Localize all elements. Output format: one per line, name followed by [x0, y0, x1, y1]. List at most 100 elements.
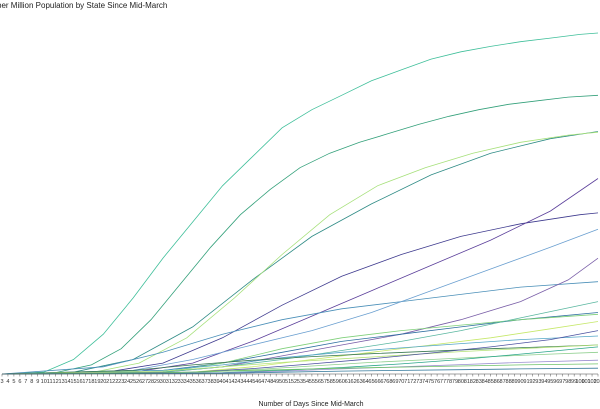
x-tick-label: 25 — [130, 379, 136, 385]
x-tick-label: 48 — [267, 379, 273, 385]
series-line-12 — [1, 301, 599, 375]
x-tick-label: 23 — [118, 379, 124, 385]
x-tick-label: 79 — [452, 379, 458, 385]
x-tick-label: 58 — [327, 379, 333, 385]
x-tick-label: 63 — [356, 379, 362, 385]
x-tick-label: 72 — [410, 379, 416, 385]
x-tick-label: 41 — [225, 379, 231, 385]
series-line-14 — [1, 335, 599, 375]
x-tick-label: 60 — [339, 379, 345, 385]
x-tick-label: 85 — [488, 379, 494, 385]
x-tick-label: 74 — [422, 379, 428, 385]
x-tick-label: 77 — [440, 379, 446, 385]
series-line-4 — [1, 131, 599, 375]
x-tick-label: 30 — [160, 379, 166, 385]
series-line-16 — [1, 344, 599, 375]
x-tick-label: 27 — [142, 379, 148, 385]
x-tick-label: 43 — [237, 379, 243, 385]
x-tick-label: 99 — [571, 379, 577, 385]
series-line-1 — [1, 32, 599, 375]
x-tick-label: 91 — [523, 379, 529, 385]
x-tick-label: 4 — [6, 379, 9, 385]
x-tick-label: 80 — [458, 379, 464, 385]
x-tick-label: 90 — [517, 379, 523, 385]
x-tick-label: 8 — [30, 379, 33, 385]
x-tick-label: 62 — [351, 379, 357, 385]
x-tick-label: 97 — [559, 379, 565, 385]
x-tick-label: 39 — [213, 379, 219, 385]
x-tick-label: 31 — [166, 379, 172, 385]
x-tick-label: 70 — [398, 379, 404, 385]
x-tick-label: 18 — [88, 379, 94, 385]
x-tick-label: 36 — [196, 379, 202, 385]
x-tick-label: 10 — [41, 379, 47, 385]
x-tick-label: 45 — [249, 379, 255, 385]
series-line-5 — [1, 212, 599, 375]
x-tick-label: 33 — [178, 379, 184, 385]
x-tick-label: 12 — [53, 379, 59, 385]
x-tick-label: 92 — [529, 379, 535, 385]
x-tick-label: 16 — [76, 379, 82, 385]
x-tick-label: 20 — [100, 379, 106, 385]
x-tick-label: 83 — [476, 379, 482, 385]
x-tick-label: 50 — [279, 379, 285, 385]
x-tick-label: 89 — [511, 379, 517, 385]
x-tick-labels: 3 4 5 6 7 8 9 10 11 12 13 14 15 16 17 18 19 20 21 22 23 24 25 2… — [0, 374, 600, 385]
x-axis-label: Number of Days Since Mid-March — [258, 401, 363, 408]
x-tick-label: 56 — [315, 379, 321, 385]
x-tick-label: 55 — [309, 379, 315, 385]
x-tick-label: 71 — [404, 379, 410, 385]
x-tick-label: 96 — [553, 379, 559, 385]
x-tick-label: 17 — [82, 379, 88, 385]
x-tick-label: 61 — [345, 379, 351, 385]
series-line-11 — [1, 313, 599, 375]
x-tick-label: 6 — [18, 379, 21, 385]
x-tick-label: 100 — [575, 379, 584, 385]
x-tick-label: 93 — [535, 379, 541, 385]
x-tick-label: 44 — [243, 379, 249, 385]
x-tick-label: 52 — [291, 379, 297, 385]
x-tick-label: 9 — [36, 379, 39, 385]
x-tick-label: 84 — [482, 379, 488, 385]
x-tick-label: 75 — [428, 379, 434, 385]
series-line-19 — [1, 346, 599, 375]
chart-title: per Million Population by State Since Mi… — [0, 1, 167, 10]
x-tick-label: 59 — [333, 379, 339, 385]
x-tick-label: 94 — [541, 379, 547, 385]
x-tick-label: 65 — [368, 379, 374, 385]
x-tick-label: 40 — [219, 379, 225, 385]
x-tick-label: 5 — [12, 379, 15, 385]
x-tick-label: 22 — [112, 379, 118, 385]
x-tick-label: 102 — [587, 379, 596, 385]
x-tick-label: 42 — [231, 379, 237, 385]
x-tick-label: 101 — [581, 379, 590, 385]
x-tick-label: 35 — [190, 379, 196, 385]
x-tick-label: 46 — [255, 379, 261, 385]
x-tick-label: 13 — [58, 379, 64, 385]
x-tick-label: 64 — [362, 379, 368, 385]
x-tick-label: 53 — [297, 379, 303, 385]
x-tick-label: 88 — [505, 379, 511, 385]
x-tick-label: 3 — [0, 379, 3, 385]
x-tick-label: 67 — [380, 379, 386, 385]
x-tick-label: 37 — [202, 379, 208, 385]
x-tick-label: 49 — [273, 379, 279, 385]
x-tick-label: 47 — [261, 379, 267, 385]
x-tick-label: 34 — [184, 379, 190, 385]
x-tick-label: 81 — [464, 379, 470, 385]
x-tick-label: 15 — [70, 379, 76, 385]
x-tick-label: 32 — [172, 379, 178, 385]
series-line-13 — [1, 321, 599, 375]
series-layer — [1, 32, 599, 375]
x-tick-label: 21 — [106, 379, 112, 385]
x-tick-label: 103 — [593, 379, 600, 385]
x-tick-label: 95 — [547, 379, 553, 385]
x-tick-label: 28 — [148, 379, 154, 385]
x-tick-label: 66 — [374, 379, 380, 385]
x-tick-label: 19 — [94, 379, 100, 385]
x-tick-label: 7 — [24, 379, 27, 385]
x-tick-label: 87 — [500, 379, 506, 385]
x-tick-label: 76 — [434, 379, 440, 385]
x-tick-label: 38 — [207, 379, 213, 385]
